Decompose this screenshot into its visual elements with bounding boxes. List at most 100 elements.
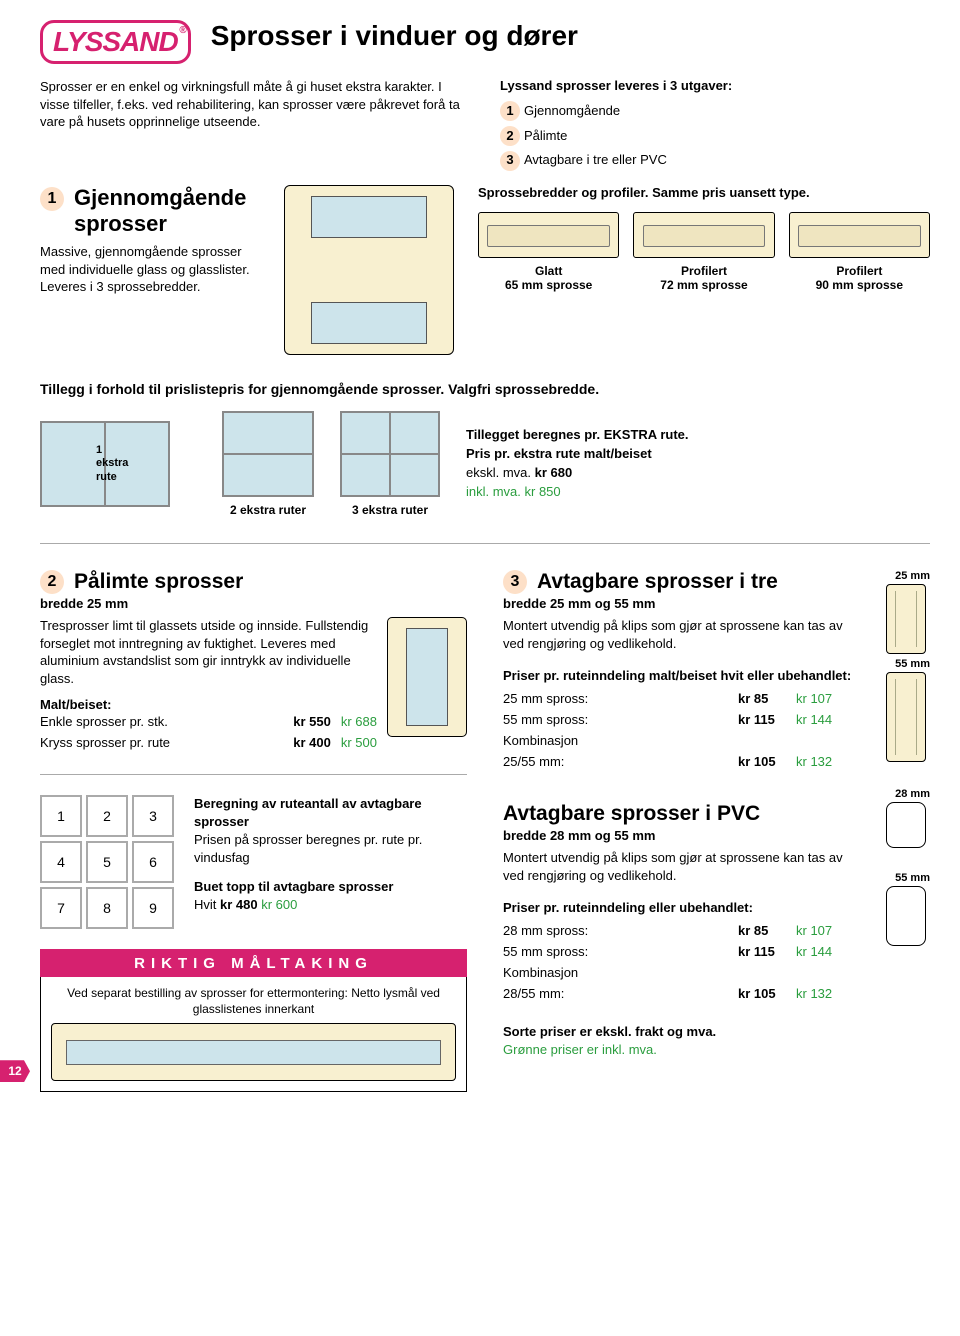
wood-illustrations: 25 mm 55 mm — [882, 570, 930, 766]
separator — [40, 774, 467, 775]
tillegg-head: Tillegg i forhold til prislistepris for … — [40, 381, 930, 397]
profile-icon — [789, 212, 930, 258]
wood-label: 25 mm — [882, 570, 930, 582]
s2-title-text: Pålimte sprosser — [74, 570, 243, 594]
grid-cell: 2 — [86, 795, 128, 837]
price-row: 25 mm spross:kr 85kr 107 — [503, 689, 854, 710]
deliver-block: Lyssand sprosser leveres i 3 utgaver: 1G… — [500, 78, 930, 173]
separator — [40, 543, 930, 544]
page-title: Sprosser i vinduer og dører — [211, 20, 930, 52]
s3-title: 3 Avtagbare sprosser i tre — [503, 570, 854, 594]
calc-desc: Prisen på sprosser beregnes pr. rute pr.… — [194, 831, 467, 867]
profiles-col: Sprossebredder og profiler. Samme pris u… — [478, 185, 930, 355]
s3-desc: Montert utvendig på klips som gjør at sp… — [503, 617, 854, 652]
pvc-label: 28 mm — [882, 788, 930, 800]
s3-sub: bredde 25 mm og 55 mm — [503, 596, 854, 611]
profile-icon — [478, 212, 619, 258]
num-badge: 1 — [500, 101, 520, 121]
maltaking-illustration — [51, 1023, 456, 1081]
s2-body: Tresprosser limt til glassets utside og … — [40, 617, 467, 754]
num-badge: 3 — [500, 151, 520, 171]
num-badge: 2 — [500, 126, 520, 146]
pvc-illustrations: 28 mm 55 mm — [882, 788, 930, 950]
grid-cell: 6 — [132, 841, 174, 883]
tillegg-pricing: Tillegget beregnes pr. EKSTRA rute. Pris… — [466, 426, 930, 501]
buet-line: Hvit kr 480 kr 600 — [194, 896, 467, 914]
s2-sub: bredde 25 mm — [40, 596, 467, 611]
page-number: 12 — [0, 1060, 30, 1082]
price-row: 55 mm spross:kr 115kr 144 — [503, 942, 854, 963]
prof-head: Sprossebredder og profiler. Samme pris u… — [478, 185, 930, 200]
calc-head: Beregning av ruteantall av avtagbare spr… — [194, 795, 467, 831]
window-icon — [222, 411, 314, 497]
footer-note: Sorte priser er ekskl. frakt og mva. Grø… — [503, 1023, 930, 1059]
grid-cell: 1 — [40, 795, 82, 837]
s1-title: 1 Gjennomgående sprosser — [40, 185, 260, 237]
type-list: 1Gjennomgående 2Pålimte 3Avtagbare i tre… — [500, 99, 930, 173]
price-row: 55 mm spross:kr 115kr 144 — [503, 710, 854, 731]
page: LYSSAND Sprosser i vinduer og dører Spro… — [0, 0, 960, 1112]
logo: LYSSAND — [40, 20, 191, 64]
grid-cell: 5 — [86, 841, 128, 883]
s2-title: 2 Pålimte sprosser — [40, 570, 467, 594]
rute-grid: 1 2 3 4 5 6 7 8 9 — [40, 795, 174, 929]
s1-text-col: 1 Gjennomgående sprosser Massive, gjenno… — [40, 185, 260, 355]
s4-title: Avtagbare sprosser i PVC — [503, 802, 854, 826]
s4-block: Avtagbare sprosser i PVC bredde 28 mm og… — [503, 788, 930, 1004]
maltaking-box: Ved separat bestilling av sprosser for e… — [40, 977, 467, 1092]
lower-section: 2 Pålimte sprosser bredde 25 mm Trespros… — [40, 570, 930, 1092]
type-label: Pålimte — [524, 124, 567, 149]
price-row: Kryss sprosser pr. rutekr 400kr 500 — [40, 733, 377, 754]
num-badge: 1 — [40, 187, 64, 211]
type-item: 1Gjennomgående — [500, 99, 930, 124]
s1-desc: Massive, gjennomgående sprosser med indi… — [40, 243, 260, 296]
window-example: 2 ekstra ruter — [222, 411, 314, 517]
tillegg-line-green: inkl. mva. kr 850 — [466, 483, 930, 502]
s4-desc: Montert utvendig på klips som gjør at sp… — [503, 849, 854, 884]
profile-row: Glatt65 mm sprosse Profilert72 mm spross… — [478, 212, 930, 292]
s4-price-table: 28 mm spross:kr 85kr 107 55 mm spross:kr… — [503, 921, 854, 1004]
header: LYSSAND Sprosser i vinduer og dører — [40, 20, 930, 64]
tillegg-line: Pris pr. ekstra rute malt/beiset — [466, 445, 930, 464]
type-label: Gjennomgående — [524, 99, 620, 124]
price-row: Enkle sprosser pr. stk.kr 550kr 688 — [40, 712, 377, 733]
s3-title-text: Avtagbare sprosser i tre — [537, 570, 778, 594]
deliver-head: Lyssand sprosser leveres i 3 utgaver: — [500, 78, 930, 93]
wood-label: 55 mm — [882, 658, 930, 670]
type-item: 2Pålimte — [500, 124, 930, 149]
riktig-bar: RIKTIG MÅLTAKING — [40, 949, 467, 977]
win-label: 2 ekstra ruter — [230, 503, 306, 517]
grid-cell: 7 — [40, 887, 82, 929]
profile-icon — [633, 212, 774, 258]
cross-section-illustration — [284, 185, 454, 355]
calc-text: Beregning av ruteantall av avtagbare spr… — [194, 795, 467, 914]
calc-row: 1 2 3 4 5 6 7 8 9 Beregning av ruteantal… — [40, 795, 467, 929]
pvc-icon — [886, 802, 926, 848]
tillegg-line: Tillegget beregnes pr. EKSTRA rute. — [466, 426, 930, 445]
s3-price-table: 25 mm spross:kr 85kr 107 55 mm spross:kr… — [503, 689, 854, 772]
type-label: Avtagbare i tre eller PVC — [524, 148, 667, 173]
buet-head: Buet topp til avtagbare sprosser — [194, 878, 467, 896]
left-col: 2 Pålimte sprosser bredde 25 mm Trespros… — [40, 570, 467, 1092]
foot-line-green: Grønne priser er inkl. mva. — [503, 1041, 930, 1059]
tillegg-line: ekskl. mva. kr 680 — [466, 464, 930, 483]
palimte-illustration — [387, 617, 467, 737]
right-col: 3 Avtagbare sprosser i tre bredde 25 mm … — [503, 570, 930, 1092]
intro-text: Sprosser er en enkel og virkningsfull må… — [40, 78, 470, 173]
s3-price-head: Priser pr. ruteinndeling malt/beiset hvi… — [503, 668, 854, 683]
grid-cell: 3 — [132, 795, 174, 837]
num-badge: 2 — [40, 570, 64, 594]
num-badge: 3 — [503, 570, 527, 594]
window-example: 3 ekstra ruter — [340, 411, 440, 517]
foot-line: Sorte priser er ekskl. frakt og mva. — [503, 1023, 930, 1041]
grid-cell: 9 — [132, 887, 174, 929]
intro-row: Sprosser er en enkel og virkningsfull må… — [40, 78, 930, 173]
grid-cell: 8 — [86, 887, 128, 929]
s1-title-text: Gjennomgående sprosser — [74, 185, 260, 237]
s3-header: 3 Avtagbare sprosser i tre bredde 25 mm … — [503, 570, 930, 772]
profile: Glatt65 mm sprosse — [478, 212, 619, 292]
price-row: 28/55 mm:kr 105kr 132 — [503, 984, 854, 1005]
profile: Profilert90 mm sprosse — [789, 212, 930, 292]
grid-cell: 4 — [40, 841, 82, 883]
pvc-label: 55 mm — [882, 872, 930, 884]
